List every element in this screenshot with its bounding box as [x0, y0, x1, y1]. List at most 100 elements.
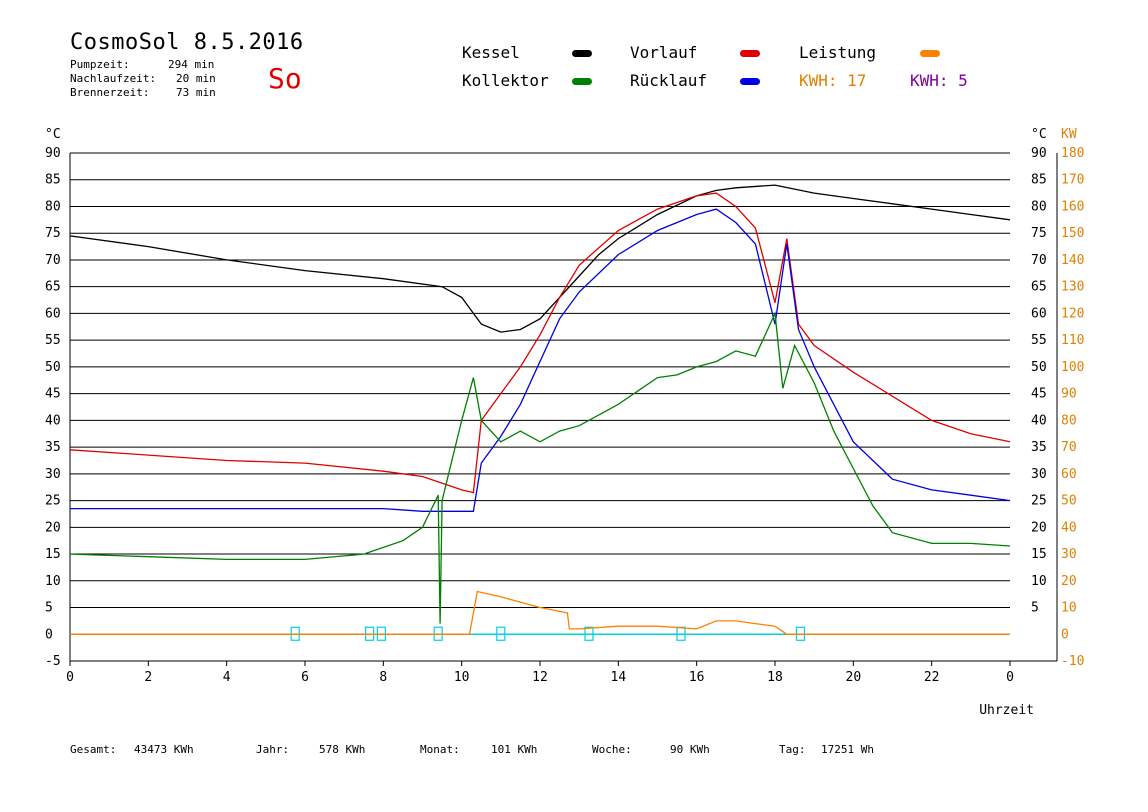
y-tick-right-temp: 60: [1031, 306, 1047, 321]
x-tick-label: 14: [611, 670, 627, 685]
y-tick-left: 25: [45, 494, 61, 509]
y-tick-right-power: 90: [1061, 387, 1077, 402]
y-tick-left: 15: [45, 547, 61, 562]
y-tick-right-temp: 30: [1031, 467, 1047, 482]
y-tick-left: 5: [45, 601, 53, 616]
y-tick-left: 35: [45, 440, 61, 455]
y-axis-label-left: °C: [45, 127, 61, 142]
y-tick-left: 20: [45, 520, 61, 535]
pump-marker: [496, 626, 506, 641]
legend-leistung-label: Leistung: [799, 43, 877, 62]
y-tick-right-power: -10: [1061, 654, 1084, 669]
footer-tag-label: Tag:: [779, 743, 806, 756]
y-tick-right-power: 70: [1061, 440, 1077, 455]
info-value-nachlaufzeit: 20 min: [176, 72, 216, 85]
footer-monat-label: Monat:: [420, 743, 460, 756]
y-tick-left: 85: [45, 173, 61, 188]
x-tick-label: 22: [924, 670, 940, 685]
series-vorlauf: [69, 192, 1011, 494]
series-kollektor: [69, 310, 1011, 624]
y-tick-right-power: 160: [1061, 199, 1084, 214]
footer-woche-label: Woche:: [592, 743, 632, 756]
info-value-brennerzeit: 73 min: [176, 86, 216, 99]
x-tick-label: 10: [454, 670, 470, 685]
series-kessel: [69, 184, 1011, 333]
y-tick-right-temp: 15: [1031, 547, 1047, 562]
grid-lines: [70, 152, 1010, 662]
y-tick-left: 70: [45, 253, 61, 268]
pump-marker: [584, 626, 594, 641]
x-tick-label: 4: [223, 670, 231, 685]
x-axis-label: Uhrzeit: [979, 703, 1034, 718]
y-tick-left: 40: [45, 413, 61, 428]
x-tick-label: 6: [301, 670, 309, 685]
axes: [69, 153, 1058, 666]
legend-kollektor-swatch: [572, 78, 592, 85]
y-tick-left: 45: [45, 387, 61, 402]
tick-labels: -505101520253035404550556065707580859051…: [45, 127, 1084, 718]
x-tick-label: 0: [1006, 670, 1014, 685]
weekday-label: So: [268, 62, 302, 95]
legend-kwh-purple: KWH: 5: [910, 71, 968, 90]
x-tick-label: 12: [532, 670, 548, 685]
x-tick-label: 18: [767, 670, 783, 685]
legend-vorlauf-label: Vorlauf: [630, 43, 698, 62]
y-tick-left: 60: [45, 306, 61, 321]
y-tick-right-power: 50: [1061, 494, 1077, 509]
footer-monat-value: 101 KWh: [491, 743, 538, 756]
y-tick-right-temp: 40: [1031, 413, 1047, 428]
y-tick-left: 50: [45, 360, 61, 375]
y-tick-right-temp: 80: [1031, 199, 1047, 214]
legend-ruecklauf-label: Rücklauf: [630, 71, 708, 90]
legend-vorlauf-swatch: [740, 50, 760, 57]
y-axis-label-right-power: KW: [1061, 127, 1077, 142]
x-tick-label: 20: [846, 670, 862, 685]
y-tick-left: 55: [45, 333, 61, 348]
footer-tag-value: 17251 Wh: [821, 743, 874, 756]
chart-title: CosmoSol 8.5.2016: [70, 30, 304, 55]
y-tick-left: 30: [45, 467, 61, 482]
y-tick-right-power: 0: [1061, 627, 1069, 642]
y-tick-right-temp: 85: [1031, 173, 1047, 188]
legend-kwh-orange: KWH: 17: [799, 71, 867, 90]
y-tick-right-temp: 65: [1031, 280, 1047, 295]
y-tick-right-power: 130: [1061, 280, 1084, 295]
y-tick-left: 65: [45, 280, 61, 295]
y-tick-right-power: 80: [1061, 413, 1077, 428]
y-tick-right-power: 60: [1061, 467, 1077, 482]
footer-jahr-value: 578 KWh: [319, 743, 366, 756]
footer-jahr-label: Jahr:: [256, 743, 290, 756]
y-tick-left: 90: [45, 146, 61, 161]
series-rcklauf: [70, 208, 1011, 512]
y-tick-left: 75: [45, 226, 61, 241]
y-tick-right-temp: 10: [1031, 574, 1047, 589]
y-tick-right-power: 100: [1061, 360, 1084, 375]
y-tick-right-temp: 25: [1031, 494, 1047, 509]
x-tick-label: 16: [689, 670, 705, 685]
x-tick-label: 0: [66, 670, 74, 685]
y-axis-label-right-temp: °C: [1031, 127, 1047, 142]
y-tick-right-temp: 70: [1031, 253, 1047, 268]
y-tick-left: -5: [45, 654, 61, 669]
y-tick-right-temp: 35: [1031, 440, 1047, 455]
y-tick-right-power: 40: [1061, 520, 1077, 535]
y-tick-right-temp: 75: [1031, 226, 1047, 241]
footer-woche-value: 90 KWh: [670, 743, 710, 756]
y-tick-right-power: 20: [1061, 574, 1077, 589]
y-tick-right-temp: 90: [1031, 146, 1047, 161]
y-tick-right-temp: 20: [1031, 520, 1047, 535]
legend-leistung-swatch: [920, 50, 940, 57]
info-label-nachlaufzeit: Nachlaufzeit:: [70, 72, 157, 85]
footer-gesamt-value: 43473 KWh: [134, 743, 194, 756]
y-tick-right-power: 170: [1061, 173, 1084, 188]
legend-ruecklauf-swatch: [740, 78, 760, 85]
y-tick-right-temp: 50: [1031, 360, 1047, 375]
series-lines: [69, 184, 1011, 641]
x-tick-label: 2: [144, 670, 152, 685]
y-tick-right-power: 110: [1061, 333, 1084, 348]
legend-kollektor-label: Kollektor: [462, 71, 549, 90]
info-label-pumpzeit: Pumpzeit:: [70, 58, 130, 71]
y-tick-right-power: 140: [1061, 253, 1084, 268]
info-label-brennerzeit: Brennerzeit:: [70, 86, 150, 99]
y-tick-right-power: 120: [1061, 306, 1084, 321]
